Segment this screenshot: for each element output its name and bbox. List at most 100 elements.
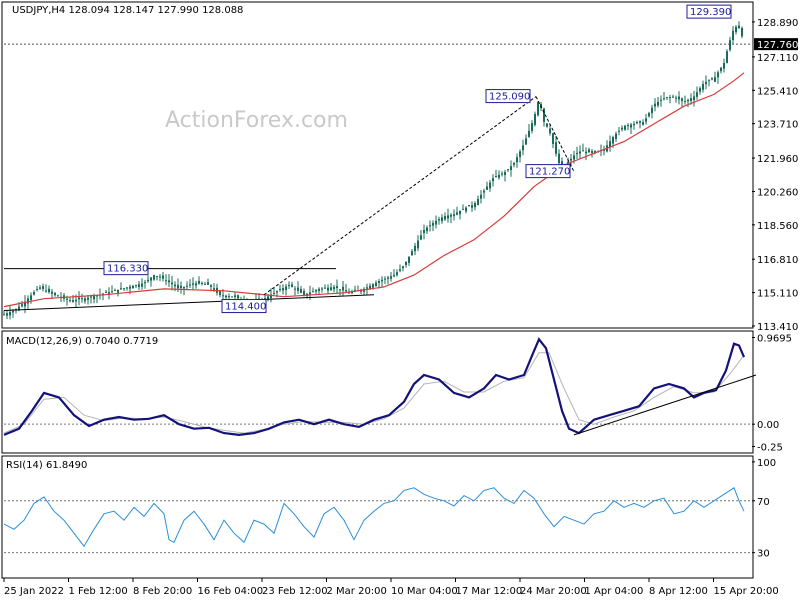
candle-body (609, 141, 611, 148)
candle-body (576, 152, 578, 155)
annotation-label: 116.330 (107, 264, 148, 275)
candle-body (561, 161, 563, 165)
candle-body (534, 114, 536, 125)
annotation-box (221, 299, 267, 314)
candle-body (354, 289, 356, 292)
candle-body (672, 96, 674, 98)
candle-body (723, 62, 725, 69)
candle-body (501, 173, 503, 175)
candle-body (726, 51, 728, 64)
candle-body (186, 285, 188, 287)
candle-body (174, 284, 176, 287)
candle-body (351, 292, 353, 294)
candle-body (582, 150, 584, 152)
candle-body (333, 286, 335, 290)
candle-body (207, 282, 209, 285)
candle-body (195, 283, 197, 286)
candle-body (141, 283, 143, 287)
candle-body (573, 155, 575, 160)
candle-body (90, 296, 92, 298)
candle-body (204, 283, 206, 285)
candle-body (126, 287, 128, 289)
candle-body (45, 290, 47, 292)
candle-body (225, 295, 227, 298)
candle-body (624, 125, 626, 130)
price-annotation: 116.330 (103, 261, 149, 276)
candle-body (423, 229, 425, 233)
candle-body (717, 72, 719, 78)
price-y-tick: 115.110 (757, 289, 798, 300)
price-y-tick: 118.560 (757, 221, 798, 232)
x-tick-label: 10 Mar 04:00 (391, 586, 458, 597)
x-tick-label: 8 Feb 20:00 (133, 586, 192, 597)
candle-body (654, 103, 656, 107)
rsi-panel-frame (1, 455, 754, 579)
candle-body (54, 292, 56, 296)
candle-body (447, 215, 449, 219)
candle-body (666, 97, 668, 99)
candle-body (93, 296, 95, 300)
candle-body (660, 99, 662, 101)
candles-group (3, 21, 743, 320)
x-tick-label: 1 Apr 04:00 (585, 586, 644, 597)
candle-body (387, 277, 389, 279)
candle-body (78, 297, 80, 300)
x-tick-label: 2 Mar 20:00 (327, 586, 387, 597)
price-y-tick: 120.260 (757, 187, 798, 198)
candle-body (417, 240, 419, 249)
candle-body (618, 130, 620, 132)
annotation-box (485, 89, 531, 104)
price-panel-frame (1, 1, 754, 329)
candle-body (288, 284, 290, 286)
annotation-label: 125.090 (489, 92, 530, 103)
rsi-line (3, 487, 745, 548)
price-trendline (535, 96, 575, 172)
price-y-tick: 125.410 (757, 86, 798, 97)
candle-body (177, 284, 179, 289)
candle-body (489, 182, 491, 189)
candle-body (24, 301, 26, 307)
candle-body (156, 276, 158, 278)
candle-body (222, 295, 224, 297)
candle-body (381, 279, 383, 282)
price-annotation: 121.270 (525, 164, 571, 179)
candle-body (9, 312, 11, 316)
candle-body (375, 282, 377, 287)
candle-body (264, 298, 266, 300)
candle-body (558, 153, 560, 164)
candle-body (84, 298, 86, 302)
candle-body (696, 92, 698, 97)
x-tick-label: 17 Mar 12:00 (456, 586, 523, 597)
candle-body (105, 291, 107, 293)
candle-body (402, 266, 404, 269)
candle-body (279, 288, 281, 290)
rsi-plot (3, 487, 752, 554)
candle-body (147, 279, 149, 282)
current-price-marker (754, 38, 798, 51)
candle-body (468, 205, 470, 207)
candle-body (270, 294, 272, 299)
candle-body (12, 310, 14, 313)
candle-body (414, 245, 416, 252)
macd-line (3, 337, 746, 437)
candle-body (453, 214, 455, 217)
candle-body (273, 292, 275, 294)
candle-body (588, 149, 590, 153)
current-price-label: 127.760 (757, 40, 798, 51)
candle-body (411, 251, 413, 256)
candle-body (384, 278, 386, 280)
candle-body (75, 299, 77, 302)
candle-body (657, 101, 659, 106)
candle-body (702, 84, 704, 90)
candle-body (27, 298, 29, 304)
candle-body (42, 286, 44, 290)
macd-trendline (573, 374, 757, 436)
annotation-box (686, 4, 732, 19)
candle-body (33, 292, 35, 295)
price-y-tick: 127.110 (757, 53, 798, 64)
candle-body (6, 313, 8, 316)
candle-body (504, 172, 506, 176)
candle-body (300, 289, 302, 293)
price-trendline (263, 96, 537, 296)
candle-body (585, 151, 587, 154)
